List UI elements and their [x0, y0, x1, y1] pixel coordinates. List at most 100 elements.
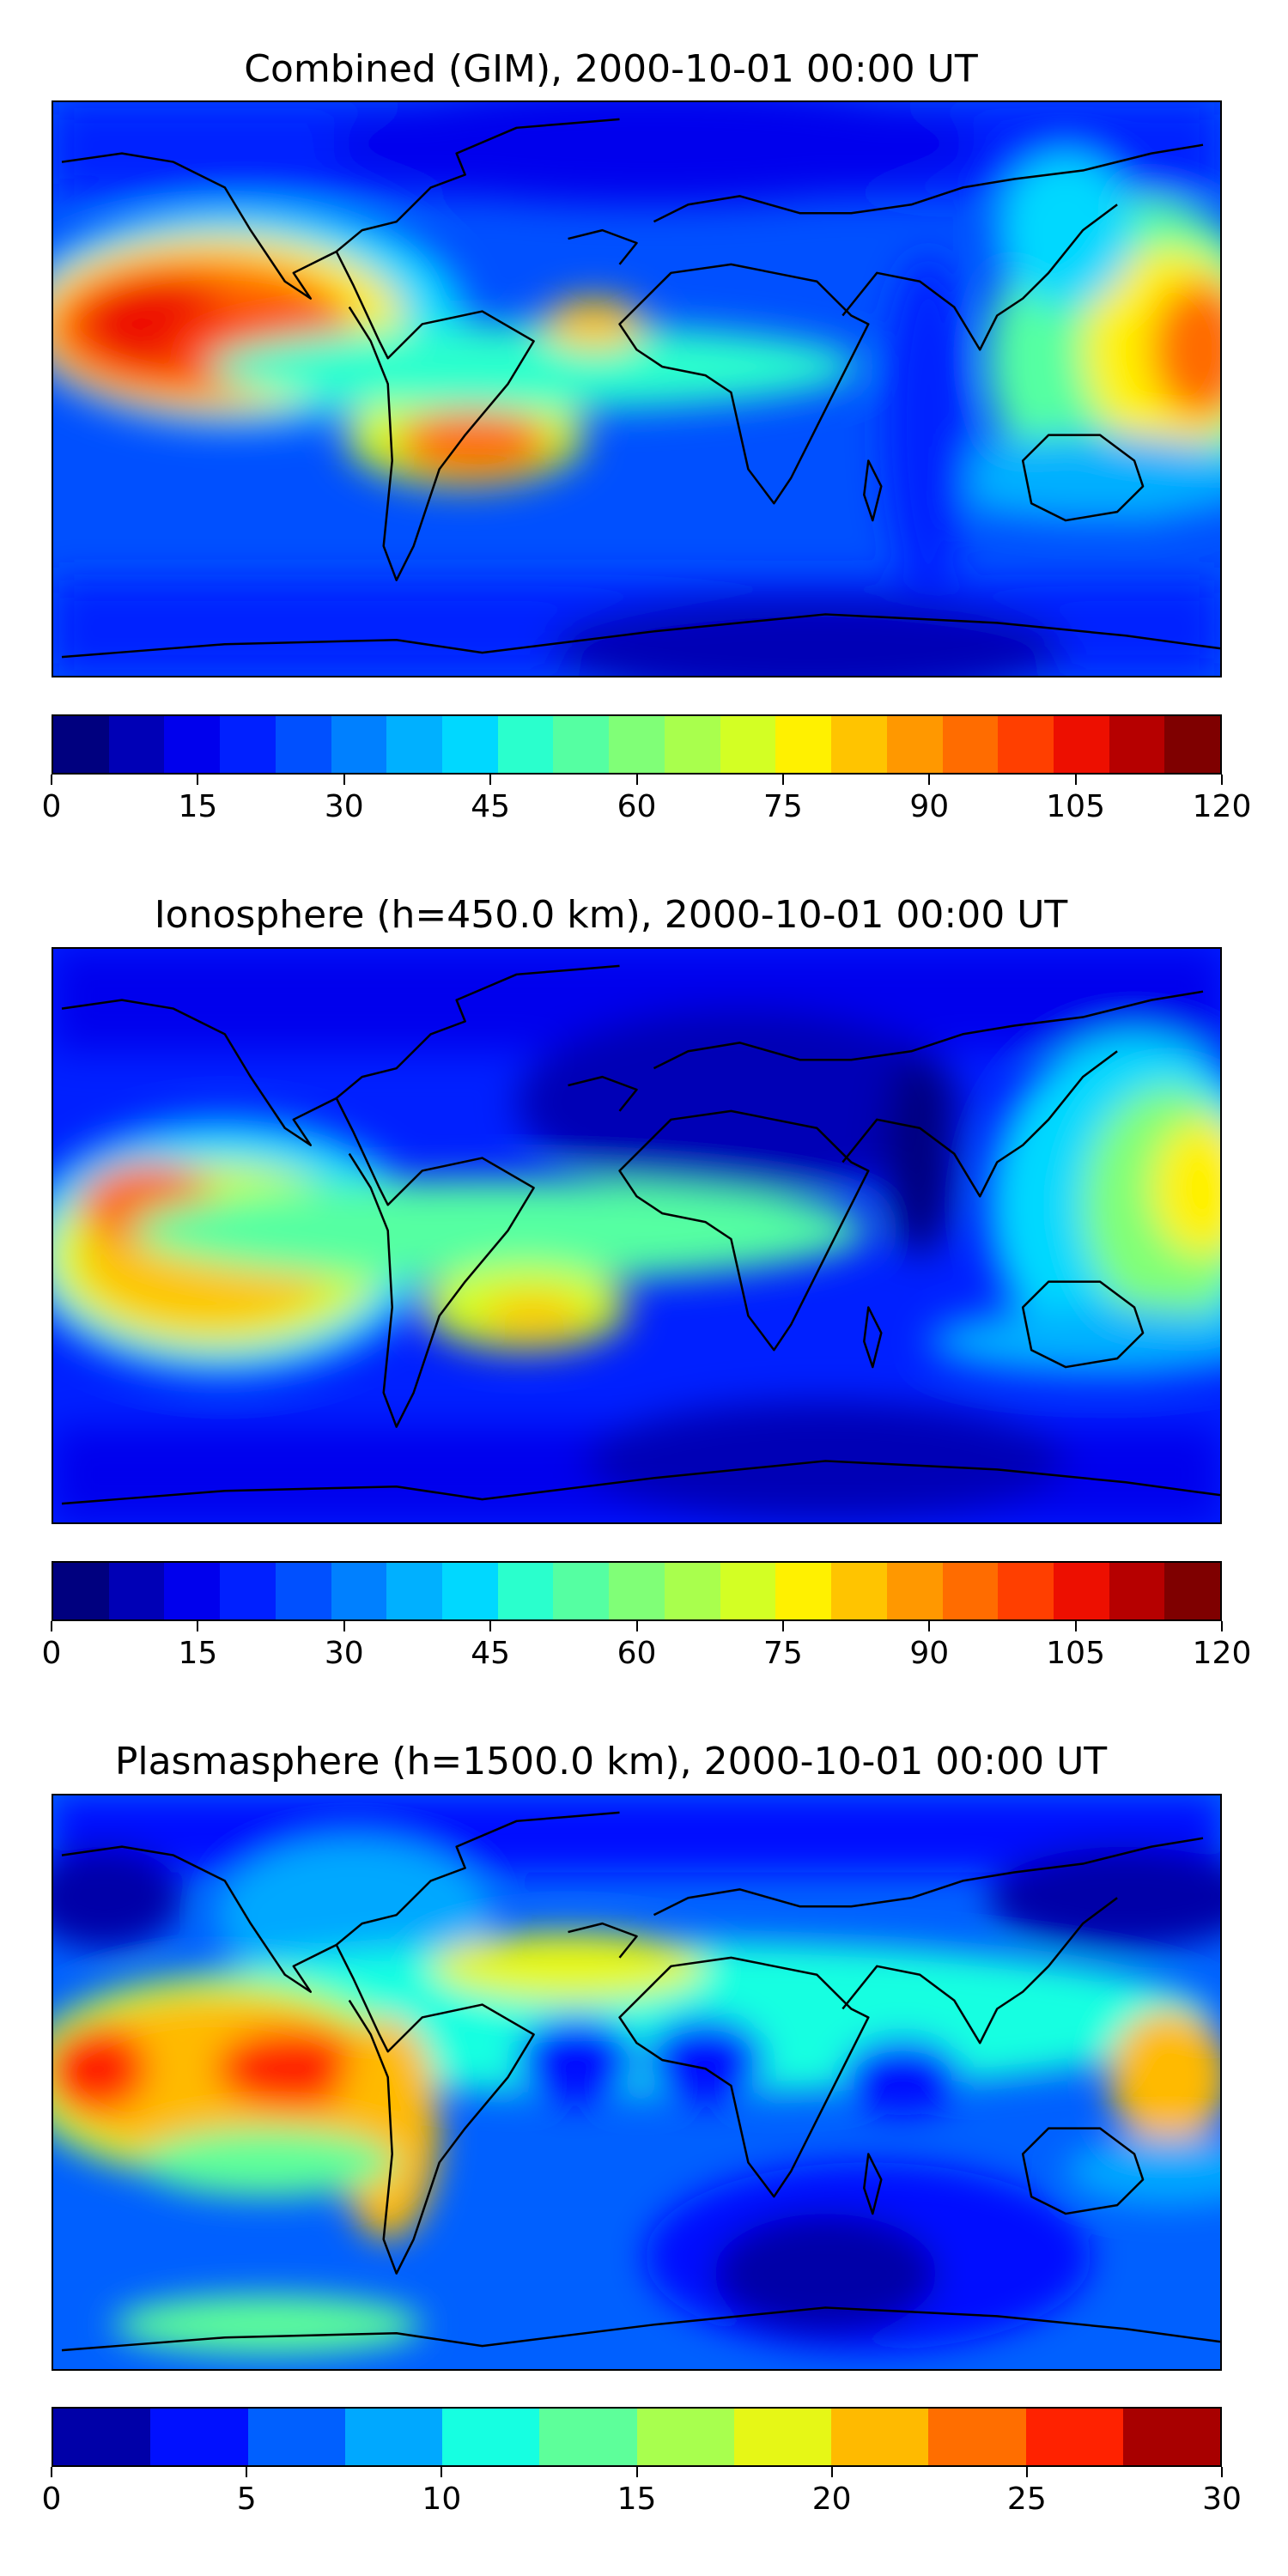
- colorbar-tick-label: 0: [41, 1636, 62, 1671]
- colorbar-tick-mark: [51, 2467, 52, 2477]
- colorbar-tick-mark: [1221, 775, 1223, 785]
- colorbar-tick-mark: [928, 1621, 931, 1631]
- colorbar-swatch: [220, 1563, 276, 1619]
- colorbar-tick-mark: [246, 2467, 248, 2477]
- colorbar-swatch: [497, 716, 554, 773]
- colorbar-tick-mark: [635, 1621, 638, 1631]
- panel-2-map: [52, 947, 1222, 1524]
- colorbar-swatch: [53, 1563, 109, 1619]
- colorbar-tick-label: 15: [617, 2482, 657, 2517]
- colorbar-swatch: [1109, 716, 1165, 773]
- colorbar-tick-label: 10: [422, 2482, 462, 2517]
- colorbar-swatch: [553, 1563, 610, 1619]
- colorbar-swatch: [1025, 2409, 1123, 2465]
- colorbar-tick-label: 105: [1046, 789, 1105, 824]
- colorbar-tick-label: 5: [236, 2482, 257, 2517]
- colorbar-swatch: [53, 2409, 151, 2465]
- colorbar-tick-label: 15: [178, 789, 218, 824]
- colorbar-swatch: [53, 716, 109, 773]
- colorbar-swatch: [664, 1563, 720, 1619]
- colorbar-swatch: [164, 1563, 221, 1619]
- colorbar-swatch: [720, 1563, 776, 1619]
- panel-2-coastlines: [61, 964, 1220, 1505]
- colorbar-swatch: [331, 1563, 387, 1619]
- colorbar-tick-label: 45: [471, 1636, 511, 1671]
- colorbar-tick-mark: [928, 775, 931, 785]
- panel-2-contour-map: [53, 949, 1220, 1522]
- colorbar-swatch: [150, 2409, 248, 2465]
- colorbar-tick-mark: [343, 775, 345, 785]
- colorbar-tick-mark: [489, 775, 492, 785]
- colorbar-swatch: [831, 716, 887, 773]
- colorbar-tick-label: 90: [909, 1636, 950, 1671]
- colorbar-tick-label: 120: [1192, 789, 1252, 824]
- panel-2-colorbar-ticks: 0 15 30 45 60 75 90 105 120: [42, 1621, 1251, 1673]
- colorbar-tick-label: 0: [41, 2482, 62, 2517]
- colorbar-swatch: [609, 1563, 665, 1619]
- colorbar-swatch: [497, 1563, 554, 1619]
- colorbar-swatch: [664, 716, 720, 773]
- panel-1-map: [52, 100, 1222, 677]
- panel-1-colorbar: [52, 714, 1222, 775]
- colorbar-tick-mark: [1025, 2467, 1028, 2477]
- colorbar-swatch: [539, 2409, 637, 2465]
- colorbar-swatch: [386, 1563, 443, 1619]
- colorbar-tick-mark: [197, 775, 199, 785]
- colorbar-swatch: [928, 2409, 1026, 2465]
- panel-3-map: [52, 1794, 1222, 2371]
- panel-1-colorbar-ticks: 0 15 30 45 60 75 90 105 120: [42, 775, 1251, 826]
- colorbar-swatch: [831, 1563, 887, 1619]
- panel-3-colorbar: [52, 2407, 1222, 2467]
- colorbar-swatch: [775, 716, 832, 773]
- colorbar-tick-label: 20: [811, 2482, 852, 2517]
- colorbar-tick-mark: [343, 1621, 345, 1631]
- colorbar-tick-label: 0: [41, 789, 62, 824]
- colorbar-swatch: [998, 1563, 1054, 1619]
- colorbar-swatch: [1053, 1563, 1109, 1619]
- colorbar-tick-label: 90: [909, 789, 950, 824]
- colorbar-tick-mark: [635, 2467, 638, 2477]
- colorbar-tick-mark: [1221, 1621, 1223, 1631]
- colorbar-tick-label: 15: [178, 1636, 218, 1671]
- panel-2-colorbar: [52, 1561, 1222, 1621]
- colorbar-swatch: [886, 1563, 943, 1619]
- colorbar-swatch: [775, 1563, 832, 1619]
- colorbar-tick-label: 75: [762, 1636, 803, 1671]
- colorbar-tick-label: 60: [617, 789, 657, 824]
- colorbar-swatch: [720, 716, 776, 773]
- panel-1-title: Combined (GIM), 2000-10-01 00:00 UT: [244, 47, 978, 91]
- colorbar-tick-mark: [440, 2467, 443, 2477]
- panel-2-title: Ionosphere (h=450.0 km), 2000-10-01 00:0…: [154, 893, 1068, 937]
- colorbar-swatch: [609, 716, 665, 773]
- colorbar-swatch: [344, 2409, 442, 2465]
- panel-3-colorbar-ticks: 0 5 10 15 20 25 30: [42, 2467, 1242, 2518]
- colorbar-swatch: [1164, 716, 1221, 773]
- colorbar-swatch: [553, 716, 610, 773]
- colorbar-swatch: [1109, 1563, 1165, 1619]
- colorbar-tick-mark: [830, 2467, 833, 2477]
- colorbar-tick-label: 60: [617, 1636, 657, 1671]
- colorbar-tick-label: 75: [762, 789, 803, 824]
- colorbar-swatch: [733, 2409, 831, 2465]
- colorbar-swatch: [331, 716, 387, 773]
- colorbar-swatch: [442, 1563, 498, 1619]
- colorbar-tick-mark: [1221, 2467, 1223, 2477]
- colorbar-tick-mark: [197, 1621, 199, 1631]
- colorbar-swatch: [1164, 1563, 1221, 1619]
- panel-3-coastlines: [61, 1811, 1220, 2352]
- colorbar-tick-mark: [51, 775, 52, 785]
- colorbar-swatch: [247, 2409, 345, 2465]
- colorbar-tick-mark: [489, 1621, 492, 1631]
- colorbar-swatch: [108, 716, 165, 773]
- colorbar-swatch: [164, 716, 221, 773]
- panel-3-contour-map: [53, 1795, 1220, 2369]
- colorbar-tick-label: 105: [1046, 1636, 1105, 1671]
- colorbar-swatch: [636, 2409, 734, 2465]
- colorbar-tick-label: 30: [1202, 2482, 1242, 2517]
- colorbar-swatch: [442, 716, 498, 773]
- colorbar-tick-label: 45: [471, 789, 511, 824]
- colorbar-tick-mark: [781, 775, 784, 785]
- colorbar-swatch: [831, 2409, 929, 2465]
- colorbar-swatch: [108, 1563, 165, 1619]
- colorbar-swatch: [998, 716, 1054, 773]
